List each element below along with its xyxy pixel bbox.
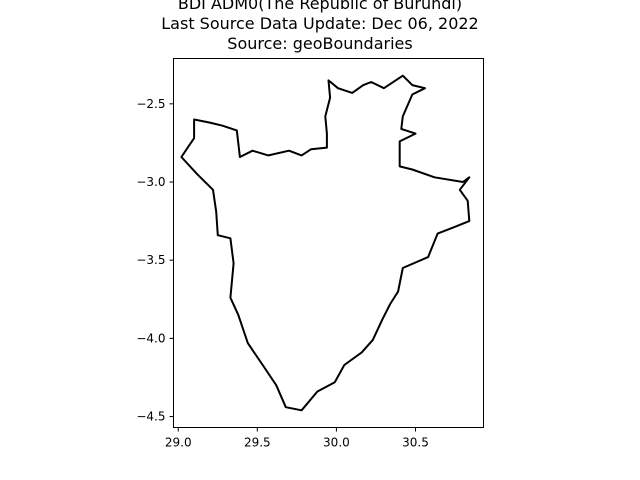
title-line-1: BDI ADM0(The Republic of Burundi) — [177, 0, 463, 13]
plot-area — [173, 58, 484, 428]
x-tick-label: 30.5 — [402, 436, 429, 450]
plot-title: BDI ADM0(The Republic of Burundi) Last S… — [0, 0, 640, 54]
x-tick-label: 29.0 — [165, 436, 192, 450]
y-tick-label: −3.5 — [136, 253, 165, 267]
y-tick-label: −3.0 — [136, 175, 165, 189]
y-tick-label: −2.5 — [136, 97, 165, 111]
x-tick-label: 29.5 — [244, 436, 271, 450]
y-tick-label: −4.0 — [136, 331, 165, 345]
x-tick-label: 30.0 — [323, 436, 350, 450]
title-line-3: Source: geoBoundaries — [227, 34, 413, 53]
y-axis: −2.5 −3.0 −3.5 −4.0 −4.5 — [136, 97, 174, 424]
y-tick-label: −4.5 — [136, 410, 165, 424]
title-line-2: Last Source Data Update: Dec 06, 2022 — [161, 14, 479, 33]
x-axis: 29.0 29.5 30.0 30.5 — [165, 427, 429, 450]
country-boundary-line — [180, 74, 471, 412]
